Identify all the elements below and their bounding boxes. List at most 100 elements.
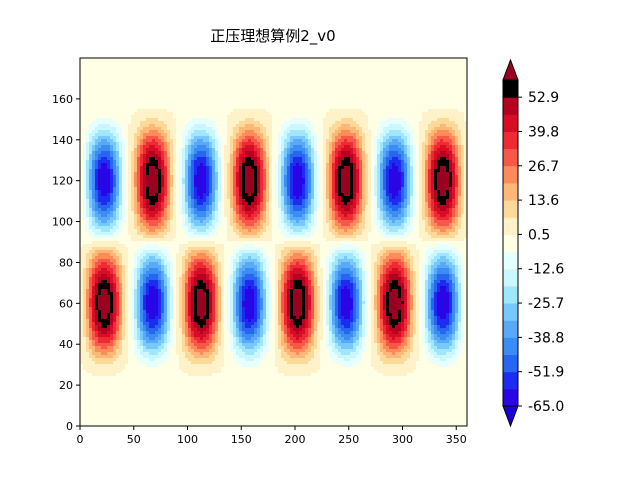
contour-cell	[161, 343, 165, 347]
contour-cell	[149, 334, 153, 338]
contour-cell	[161, 160, 165, 164]
contour-cell	[131, 277, 135, 281]
contour-cell	[179, 379, 183, 383]
contour-cell	[197, 346, 201, 350]
contour-cell	[140, 124, 144, 128]
contour-cell	[137, 412, 141, 416]
contour-cell	[197, 79, 201, 83]
contour-cell	[188, 319, 192, 323]
contour-cell	[107, 322, 111, 326]
contour-cell	[128, 67, 132, 71]
contour-cell	[152, 424, 156, 426]
contour-cell	[146, 208, 150, 212]
contour-cell	[83, 205, 87, 209]
contour-cell	[173, 142, 177, 146]
contour-cell	[191, 91, 195, 95]
contour-cell	[191, 322, 195, 326]
contour-cell	[185, 145, 189, 149]
contour-cell	[173, 94, 177, 98]
contour-cell	[104, 271, 108, 275]
contour-cell	[155, 250, 159, 254]
contour-cell	[128, 373, 132, 377]
contour-cell	[131, 292, 135, 296]
contour-cell	[128, 58, 132, 62]
contour-cell	[98, 382, 102, 386]
contour-cell	[164, 355, 168, 359]
contour-cell	[113, 166, 117, 170]
contour-cell	[116, 232, 120, 236]
contour-cell	[197, 283, 201, 287]
contour-cell	[98, 274, 102, 278]
contour-cell	[146, 328, 150, 332]
contour-cell	[140, 424, 144, 426]
contour-cell	[134, 190, 138, 194]
contour-cell	[191, 265, 195, 269]
contour-cell	[83, 70, 87, 74]
contour-cell	[86, 310, 90, 314]
contour-cell	[125, 355, 129, 359]
contour-cell	[128, 214, 132, 218]
contour-cell	[170, 148, 174, 152]
contour-cell	[146, 289, 150, 293]
contour-cell	[80, 112, 84, 116]
contour-cell	[89, 106, 93, 110]
contour-cell	[128, 253, 132, 257]
contour-cell	[149, 271, 153, 275]
contour-cell	[89, 328, 93, 332]
contour-cell	[185, 226, 189, 230]
contour-cell	[80, 400, 84, 404]
contour-cell	[179, 205, 183, 209]
contour-cell	[116, 199, 120, 203]
contour-cell	[191, 328, 195, 332]
contour-cell	[83, 370, 87, 374]
contour-cell	[176, 61, 180, 65]
contour-cell	[107, 139, 111, 143]
contour-cell	[155, 148, 159, 152]
contour-cell	[176, 376, 180, 380]
contour-cell	[185, 349, 189, 353]
contour-cell	[131, 181, 135, 185]
contour-cell	[110, 145, 114, 149]
contour-cell	[134, 136, 138, 140]
contour-cell	[122, 160, 126, 164]
contour-cell	[134, 406, 138, 410]
contour-cell	[104, 397, 108, 401]
contour-cell	[140, 142, 144, 146]
contour-cell	[125, 367, 129, 371]
contour-cell	[116, 406, 120, 410]
contour-cell	[146, 253, 150, 257]
contour-cell	[107, 256, 111, 260]
contour-cell	[89, 208, 93, 212]
contour-cell	[140, 409, 144, 413]
contour-cell	[116, 289, 120, 293]
contour-cell	[116, 397, 120, 401]
contour-cell	[122, 364, 126, 368]
contour-cell	[155, 352, 159, 356]
contour-cell	[104, 286, 108, 290]
contour-cell	[86, 292, 90, 296]
contour-cell	[182, 316, 186, 320]
contour-cell	[83, 322, 87, 326]
contour-cell	[161, 70, 165, 74]
contour-cell	[167, 268, 171, 272]
contour-cell	[137, 241, 141, 245]
contour-cell	[110, 241, 114, 245]
contour-cell	[182, 130, 186, 134]
contour-cell	[146, 100, 150, 104]
contour-cell	[170, 304, 174, 308]
contour-cell	[113, 382, 117, 386]
contour-cell	[92, 403, 96, 407]
contour-cell	[176, 319, 180, 323]
contour-cell	[80, 226, 84, 230]
contour-cell	[104, 241, 108, 245]
contour-cell	[95, 223, 99, 227]
contour-cell	[125, 406, 129, 410]
contour-cell	[188, 310, 192, 314]
contour-cell	[137, 409, 141, 413]
contour-cell	[143, 334, 147, 338]
contour-cell	[125, 85, 129, 89]
contour-cell	[197, 259, 201, 263]
contour-cell	[188, 208, 192, 212]
contour-cell	[104, 229, 108, 233]
contour-cell	[98, 331, 102, 335]
